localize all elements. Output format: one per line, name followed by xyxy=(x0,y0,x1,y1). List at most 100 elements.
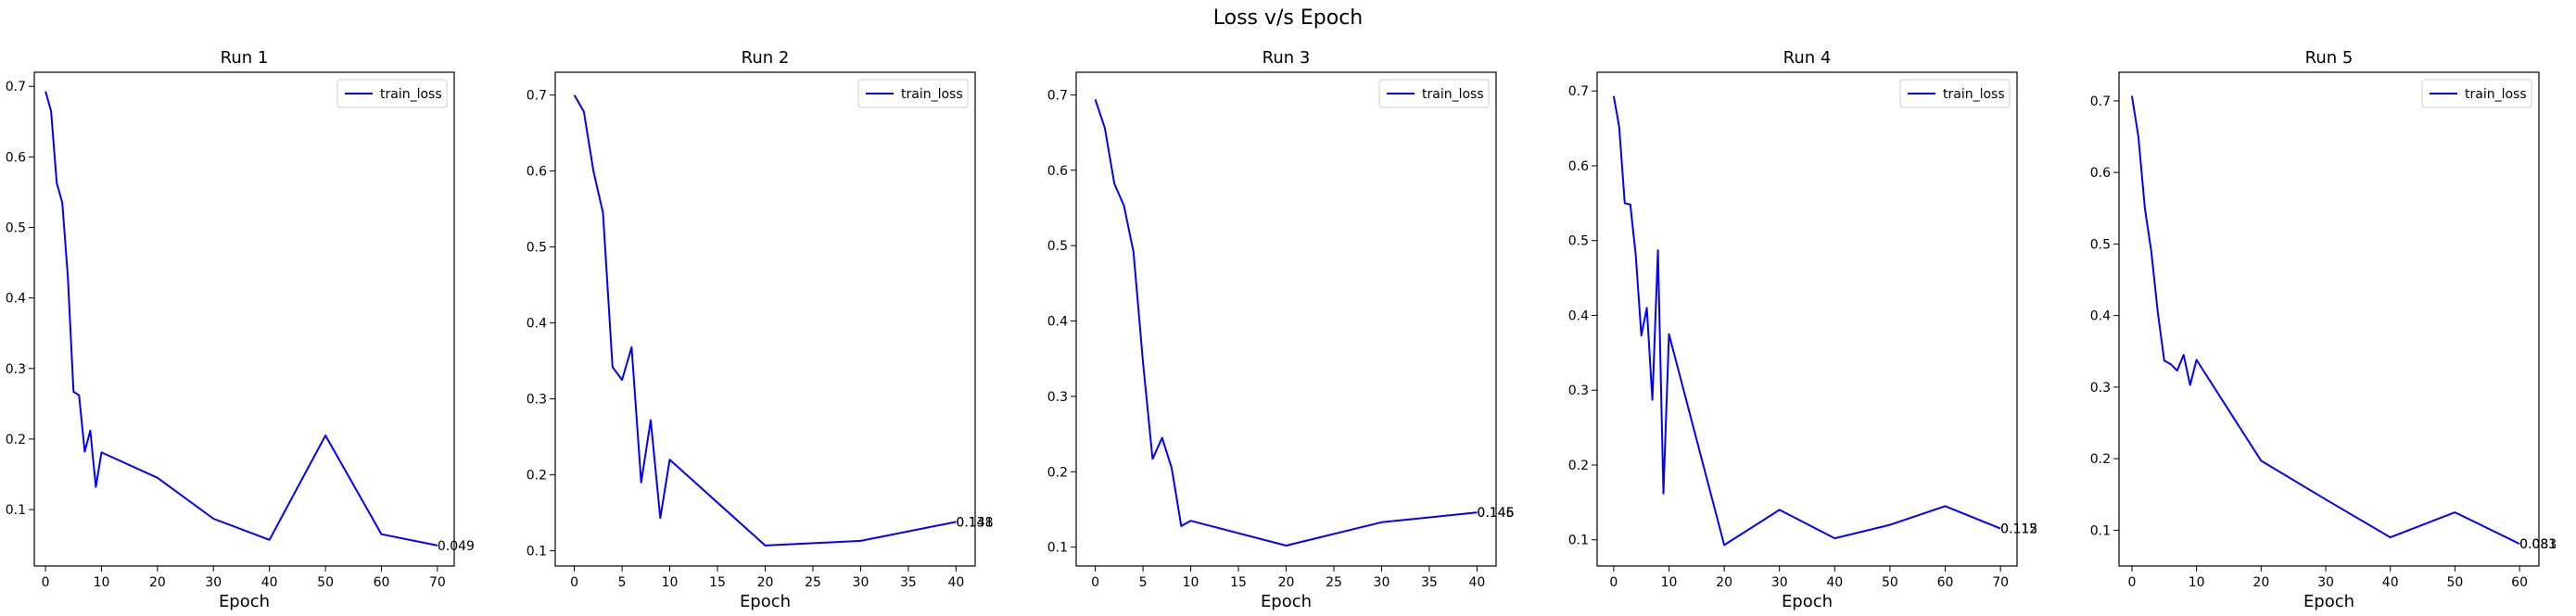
data-point xyxy=(2390,536,2392,538)
x-tick-label: 25 xyxy=(1326,575,1342,590)
data-point xyxy=(621,379,623,381)
data-point xyxy=(44,91,46,93)
data-point xyxy=(2138,136,2139,138)
data-point xyxy=(1624,202,1626,204)
data-point xyxy=(324,434,326,436)
subplot-title: Run 4 xyxy=(1783,48,1832,68)
subplot-run-5: Run 5 Epoch 0 10 20 30 40 50 60 0.1 0.2 0.3 0.4 0.5 0.… xyxy=(2090,48,2557,611)
x-tick-label: 10 xyxy=(94,575,110,590)
legend-box xyxy=(2421,79,2532,108)
data-point xyxy=(1779,509,1781,510)
x-tick-label: 30 xyxy=(1374,575,1390,590)
data-point xyxy=(78,395,80,396)
subplot-title: Run 1 xyxy=(221,48,269,68)
y-tick-label: 0.4 xyxy=(1047,315,1068,330)
x-tick-label: 0 xyxy=(2127,575,2136,590)
series-line-train-loss xyxy=(573,94,957,547)
y-tick-label: 0.7 xyxy=(1568,84,1589,99)
x-tick-label: 10 xyxy=(662,575,679,590)
y-tick-label: 0.5 xyxy=(527,241,547,256)
end-value-annotation: 0.146 xyxy=(1477,506,1514,521)
data-point xyxy=(89,430,91,432)
data-point xyxy=(2131,94,2133,96)
data-point xyxy=(1180,525,1182,527)
legend-box xyxy=(336,79,448,108)
data-point xyxy=(1889,524,1891,526)
y-tick-label: 0.6 xyxy=(527,165,547,180)
data-point xyxy=(212,518,214,520)
data-point xyxy=(1190,520,1192,522)
data-point xyxy=(1641,334,1643,336)
data-point xyxy=(630,346,632,348)
x-tick-label: 50 xyxy=(2446,575,2463,590)
y-tick-label: 0.1 xyxy=(1568,534,1589,548)
x-tick-label: 10 xyxy=(2189,575,2205,590)
data-point xyxy=(2454,511,2455,513)
data-point xyxy=(1657,249,1659,251)
series-line-train-loss xyxy=(44,91,438,547)
x-tick-label: 35 xyxy=(900,575,917,590)
data-point xyxy=(612,366,614,368)
x-tick-label: 25 xyxy=(805,575,821,590)
end-value-annotation: 0.145 xyxy=(1477,506,1514,521)
x-tick-label: 40 xyxy=(1826,575,1843,590)
y-tick-label: 0.4 xyxy=(527,317,547,332)
data-point xyxy=(1652,399,1654,401)
y-tick-label: 0.7 xyxy=(1047,88,1068,103)
x-tick-label: 35 xyxy=(1421,575,1438,590)
axes-frame xyxy=(33,71,455,567)
legend: train_loss xyxy=(1378,79,1490,108)
x-tick-label: 5 xyxy=(618,575,627,590)
data-point xyxy=(2183,354,2185,356)
data-point xyxy=(659,517,661,519)
data-point xyxy=(95,486,96,488)
data-point xyxy=(100,451,102,453)
y-tick-label: 0.2 xyxy=(527,469,547,484)
x-tick-label: 40 xyxy=(947,575,964,590)
data-point xyxy=(1834,537,1835,539)
data-point xyxy=(1171,467,1173,469)
legend-box xyxy=(857,79,969,108)
data-point xyxy=(1133,251,1135,253)
x-tick-label: 15 xyxy=(1230,575,1247,590)
y-tick-label: 0.7 xyxy=(527,89,547,104)
data-point xyxy=(1618,126,1620,128)
data-point xyxy=(1668,333,1669,335)
x-tick-label: 15 xyxy=(709,575,726,590)
series-line-train-loss xyxy=(1094,98,1478,547)
subplot-run-1: Run 1 Epoch 0 10 20 30 40 50 60 70 0.1 0.2 0.3 0.4 0.5… xyxy=(6,48,475,611)
data-point xyxy=(269,539,271,541)
data-point xyxy=(1630,204,1631,206)
x-tick-label: 30 xyxy=(2317,575,2334,590)
y-tick-label: 0.3 xyxy=(6,362,26,377)
legend-label: train_loss xyxy=(1422,87,1484,102)
legend-label: train_loss xyxy=(1943,87,2005,102)
data-point xyxy=(1151,458,1153,459)
x-tick-label: 60 xyxy=(1937,575,1954,590)
y-tick-label: 0.5 xyxy=(2090,237,2111,252)
data-point xyxy=(56,182,57,184)
x-tick-label: 0 xyxy=(1609,575,1618,590)
data-point xyxy=(592,170,594,172)
data-point xyxy=(380,534,382,535)
y-tick-label: 0.3 xyxy=(1047,390,1068,405)
x-tick-label: 30 xyxy=(853,575,869,590)
data-point xyxy=(1286,545,1288,547)
data-point xyxy=(2144,207,2146,209)
legend: train_loss xyxy=(2421,79,2532,108)
end-value-annotation: 0.141 xyxy=(956,515,993,530)
end-value-annotation: 0.083 xyxy=(2519,537,2557,552)
y-tick-label: 0.4 xyxy=(6,292,26,307)
end-value-annotation: 0.081 xyxy=(2519,537,2557,552)
x-axis-label: Epoch xyxy=(219,592,270,611)
x-tick-label: 10 xyxy=(1661,575,1678,590)
x-axis-label: Epoch xyxy=(1261,592,1312,611)
end-value-annotation: 0.115 xyxy=(2000,522,2037,537)
end-value-annotation: 0.049 xyxy=(438,539,475,554)
data-point xyxy=(1142,361,1144,363)
x-tick-label: 40 xyxy=(1468,575,1485,590)
x-tick-label: 10 xyxy=(1183,575,1199,590)
data-point xyxy=(2157,311,2159,313)
